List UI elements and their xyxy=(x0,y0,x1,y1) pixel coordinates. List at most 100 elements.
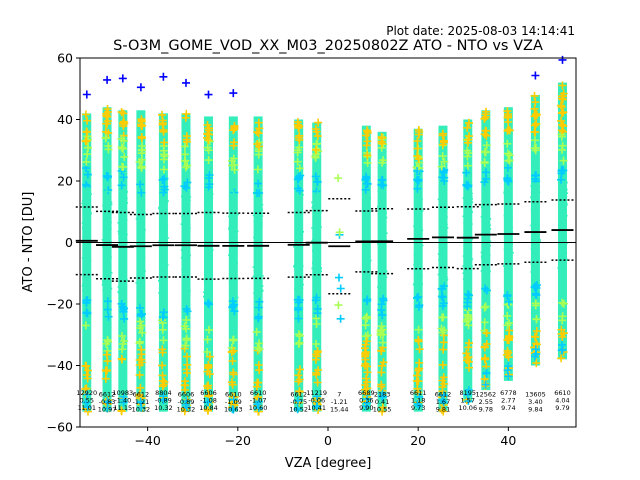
bin-stat-label: 10.06 xyxy=(458,404,477,412)
data-point xyxy=(136,83,145,92)
data-point xyxy=(203,382,212,391)
data-point xyxy=(117,108,126,117)
bin-stat-label: 6610 xyxy=(554,389,571,397)
data-point xyxy=(137,163,146,171)
data-point xyxy=(439,192,448,201)
data-point xyxy=(102,119,111,128)
data-point xyxy=(81,361,90,370)
data-point xyxy=(363,179,372,188)
data-point xyxy=(377,382,386,391)
data-point xyxy=(102,202,111,211)
data-point xyxy=(531,282,540,291)
data-point xyxy=(119,220,128,229)
data-point xyxy=(229,368,238,377)
data-point xyxy=(532,171,540,180)
bin-stat-label: 9.84 xyxy=(528,406,542,414)
data-point xyxy=(82,223,90,232)
data-point xyxy=(137,345,146,354)
data-point xyxy=(530,91,539,100)
data-point xyxy=(295,164,304,173)
data-point xyxy=(119,339,128,348)
data-point xyxy=(559,156,568,165)
data-point xyxy=(314,406,323,414)
data-point xyxy=(204,406,212,415)
data-point xyxy=(137,188,146,197)
data-point xyxy=(205,190,214,199)
bin-column xyxy=(252,116,264,416)
data-point xyxy=(158,325,167,334)
data-point xyxy=(203,348,212,356)
data-point xyxy=(438,284,446,293)
data-point xyxy=(440,326,448,335)
data-point xyxy=(362,174,371,183)
data-point xyxy=(361,332,370,341)
data-point xyxy=(415,226,424,235)
data-point xyxy=(438,405,446,414)
data-point xyxy=(135,278,144,287)
data-point xyxy=(481,302,490,311)
data-point xyxy=(482,241,491,250)
data-point xyxy=(82,309,91,317)
data-point xyxy=(136,383,145,392)
bin-stat-label: 12920 xyxy=(76,389,97,397)
bin-stat-label: 10.60 xyxy=(249,404,268,412)
data-point xyxy=(82,286,91,295)
data-point xyxy=(532,237,541,246)
data-point xyxy=(481,354,489,362)
data-point xyxy=(137,132,146,141)
density-band xyxy=(158,113,168,412)
data-point xyxy=(559,211,568,220)
density-band xyxy=(253,116,263,412)
data-point xyxy=(102,366,111,375)
data-point xyxy=(558,194,566,203)
data-point xyxy=(229,259,238,268)
data-point xyxy=(255,189,264,197)
data-point xyxy=(481,195,490,204)
data-point xyxy=(464,149,473,158)
bin-stat-label: 10983 xyxy=(112,389,133,397)
data-point xyxy=(414,366,423,375)
data-point xyxy=(313,139,321,148)
data-point xyxy=(465,255,474,263)
data-point xyxy=(252,327,261,336)
data-point xyxy=(82,232,91,241)
data-point xyxy=(313,392,321,401)
data-point xyxy=(158,361,167,370)
data-point xyxy=(438,152,447,161)
bin-column xyxy=(462,118,474,405)
data-point xyxy=(558,316,567,325)
bin-column xyxy=(437,125,449,416)
data-point xyxy=(361,175,370,184)
data-point xyxy=(414,388,423,397)
data-point xyxy=(414,177,423,185)
data-point xyxy=(415,392,424,401)
data-point xyxy=(160,165,168,174)
bin-stat-label: 6611 xyxy=(410,389,427,397)
bin-stat-label: 10.55 xyxy=(373,406,392,414)
data-point xyxy=(313,402,322,411)
data-point xyxy=(464,138,472,147)
data-point xyxy=(463,353,472,362)
bin-stat-label: -1.21 xyxy=(132,398,149,406)
data-point xyxy=(158,382,167,391)
data-point xyxy=(505,156,514,165)
data-point xyxy=(558,340,566,349)
data-point xyxy=(336,314,345,323)
data-point xyxy=(414,325,423,334)
data-point xyxy=(377,322,386,331)
data-point xyxy=(504,125,513,134)
bin-stat-label: 7 xyxy=(337,391,341,399)
data-point xyxy=(465,208,473,217)
data-point xyxy=(378,261,387,270)
data-point xyxy=(254,129,263,138)
data-point xyxy=(413,167,422,175)
data-point xyxy=(294,340,303,348)
bin-stat-label: 11219 xyxy=(306,389,327,397)
bin-stat-label: 10.84 xyxy=(199,404,218,412)
data-point xyxy=(414,210,423,219)
data-point xyxy=(481,110,490,119)
